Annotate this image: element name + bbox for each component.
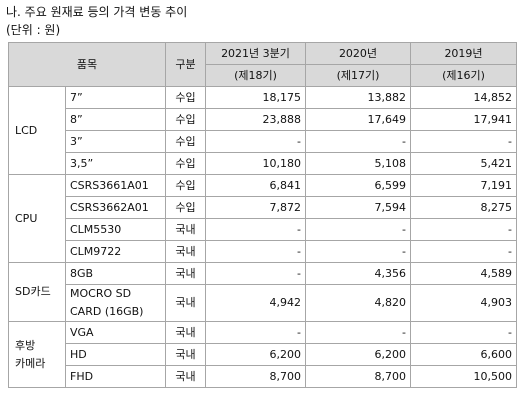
group-cell: 후방 카메라 [8,321,66,388]
price-cell: - [205,321,306,344]
price-cell: 6,841 [205,174,306,197]
price-cell: - [305,130,411,153]
price-cell: 6,599 [305,174,411,197]
price-cell: 7,191 [410,174,517,197]
price-cell: 10,500 [410,365,517,388]
price-cell: 6,200 [205,343,306,366]
origin-cell: 국내 [165,321,206,344]
header-cell: 2021년 3분기 [205,42,306,65]
table-row: CPU CSRS3661A01 수입 6,841 6,599 7,191 [8,174,517,263]
section-title: 나. 주요 원재료 등의 가격 변동 추이 [6,5,188,19]
price-cell: 10,180 [205,152,306,175]
header-cell: 구분 [165,42,206,87]
group-cell: SD카드 [8,262,66,322]
origin-cell: 국내 [165,218,206,241]
origin-cell: 국내 [165,365,206,388]
price-cell: - [205,262,306,285]
price-cell: 8,275 [410,196,517,219]
item-cell: CSRS3661A01 [65,174,166,197]
price-cell: 14,852 [410,86,517,109]
origin-cell: 수입 [165,152,206,175]
item-cell: CLM9722 [65,240,166,263]
price-cell: - [410,321,517,344]
group-cell: CPU [8,174,66,263]
table-row: 8” 수입 23,888 17,649 17,941 [9,108,517,131]
item-cell: FHD [65,365,166,388]
item-cell: 8GB [65,262,166,285]
price-cell: - [410,218,517,241]
price-cell: 7,872 [205,196,306,219]
table-body: LCD 7” 수입 18,175 13,882 14,852 8” 수입 23,888 17,64… [8,86,517,388]
header-cell: (제16기) [410,64,517,87]
table-head: 품목 구분 2021년 3분기 2020년 2019년 (제18기) (제17기… [8,42,517,87]
table-row: 3,5” 수입 10,180 5,108 5,421 [9,152,517,175]
price-cell: 4,942 [205,284,306,322]
item-cell: VGA [65,321,166,344]
price-cell: 6,600 [410,343,517,366]
price-cell: 17,649 [305,108,411,131]
origin-cell: 국내 [165,262,206,285]
item-cell: CLM5530 [65,218,166,241]
table-row: FHD 국내 8,700 8,700 10,500 [9,365,517,388]
origin-cell: 수입 [165,174,206,197]
group-cell: LCD [8,86,66,175]
item-cell: CSRS3662A01 [65,196,166,219]
price-cell: - [410,240,517,263]
table-row: LCD 7” 수입 18,175 13,882 14,852 [8,86,517,175]
table-row: SD카드 8GB 국내 -4,356 4,589 [8,262,517,322]
table-row: HD 국내 6,200 6,200 6,600 [9,343,517,366]
item-cell: MOCRO SD CARD (16GB) [65,284,166,322]
price-cell: 4,589 [410,262,517,285]
price-cell: 4,903 [410,284,517,322]
table-row: CSRS3662A01 수입 7,872 7,594 8,275 [9,196,517,219]
price-cell: - [205,240,306,263]
header-cell: 품목 [8,42,166,87]
price-cell: 4,820 [305,284,411,322]
origin-cell: 수입 [165,86,206,109]
table-row: MOCRO SD CARD (16GB) 국내 4,942 4,820 4,903 [9,284,517,322]
table-row: CLM5530 국내 - - - [9,218,517,241]
price-cell: 5,421 [410,152,517,175]
price-cell: - [205,218,306,241]
unit-note: (단위 : 원) [6,23,61,37]
price-cell: 8,700 [305,365,411,388]
table-row: 3” 수입 - - - [9,130,517,153]
price-table: 품목 구분 2021년 3분기 2020년 2019년 (제18기) (제17기… [8,42,517,388]
table-row: 후방 카메라 VGA 국내 - - - [8,321,517,388]
price-cell: - [305,218,411,241]
origin-cell: 수입 [165,196,206,219]
header-cell: 2019년 [410,42,517,65]
price-cell: 5,108 [305,152,411,175]
table-row: CLM9722 국내 - - - [9,240,517,263]
header-cell: 2020년 [305,42,411,65]
header-cell: (제17기) [305,64,411,87]
item-cell: 8” [65,108,166,131]
origin-cell: 국내 [165,284,206,322]
origin-cell: 국내 [165,240,206,263]
price-cell: 4,356 [305,262,411,285]
price-cell: 7,594 [305,196,411,219]
price-cell: - [410,130,517,153]
price-cell: 17,941 [410,108,517,131]
item-cell: HD [65,343,166,366]
origin-cell: 국내 [165,343,206,366]
price-cell: - [205,130,306,153]
origin-cell: 수입 [165,130,206,153]
price-cell: 8,700 [205,365,306,388]
price-cell: 6,200 [305,343,411,366]
header-cell: (제18기) [205,64,306,87]
price-cell: - [305,321,411,344]
price-cell: 13,882 [305,86,411,109]
item-cell: 3” [65,130,166,153]
item-cell: 3,5” [65,152,166,175]
price-cell: 23,888 [205,108,306,131]
price-cell: - [305,240,411,263]
item-cell: 7” [65,86,166,109]
origin-cell: 수입 [165,108,206,131]
price-cell: 18,175 [205,86,306,109]
